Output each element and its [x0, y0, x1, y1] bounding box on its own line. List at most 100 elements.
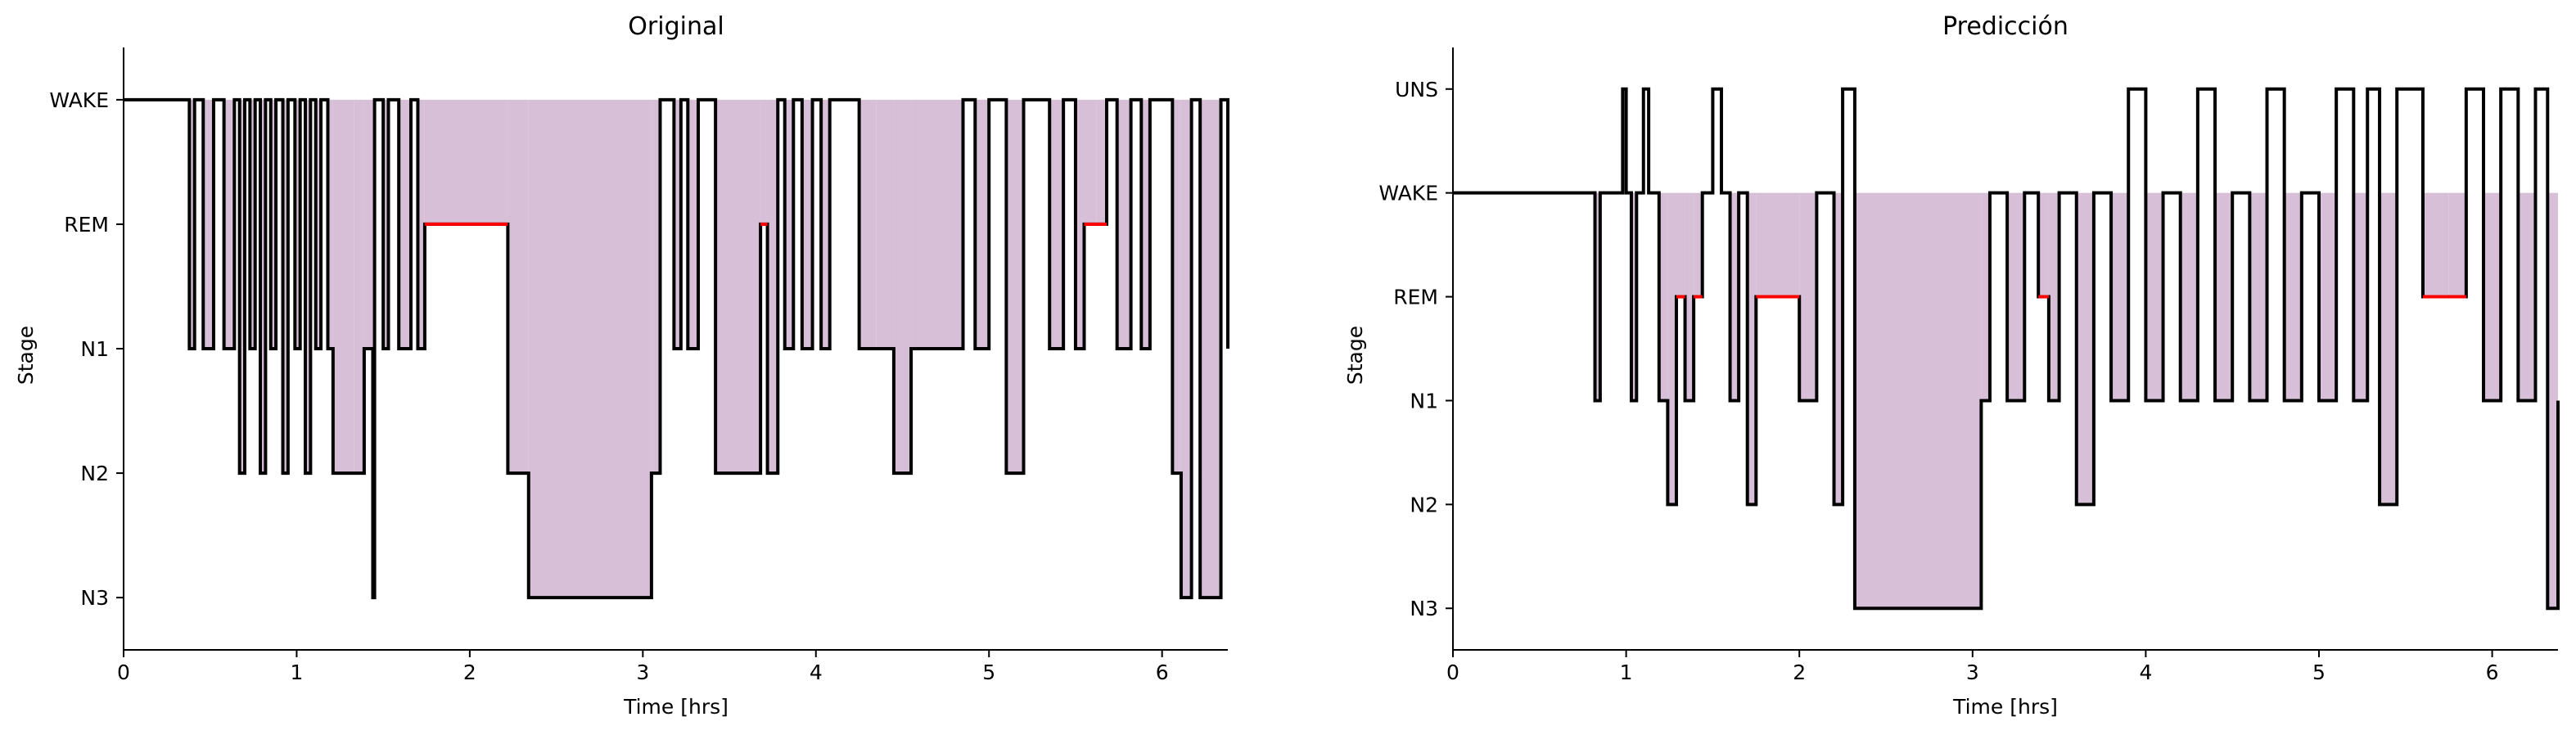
wake-fill-segment — [2448, 192, 2466, 297]
chart-title: Original — [628, 12, 724, 41]
wake-fill-segment — [270, 99, 277, 349]
y-tick-label: REM — [1393, 286, 1438, 309]
wake-fill-segment — [2048, 192, 2059, 401]
wake-fill-segment — [203, 99, 214, 349]
wake-fill-segment — [876, 99, 894, 349]
wake-fill-segment — [1799, 192, 1817, 401]
wake-fill-segment — [975, 99, 990, 349]
wake-fill-segment — [1049, 99, 1064, 349]
wake-fill-segment — [1084, 99, 1097, 224]
wake-fill-segment — [2111, 192, 2129, 401]
x-tick-label: 2 — [463, 661, 476, 684]
wake-fill-segment — [1658, 192, 1668, 401]
wake-fill-segment — [223, 99, 235, 349]
y-tick-label: UNS — [1395, 78, 1438, 101]
hypnogram-step-line — [124, 97, 1229, 600]
wake-fill-segment — [2547, 192, 2558, 609]
wake-fill-segment — [315, 99, 322, 349]
x-tick-label: 4 — [2139, 661, 2152, 684]
wake-fill-segment — [2353, 192, 2368, 401]
x-tick-label: 2 — [1793, 661, 1806, 684]
x-axis-label: Time [hrs] — [1952, 695, 2058, 719]
wake-fill-segment — [1981, 192, 1990, 401]
wake-fill-segment — [715, 99, 761, 474]
wake-fill-segment — [859, 99, 877, 349]
wake-fill-segment — [1200, 99, 1221, 598]
wake-fill-segment — [1747, 192, 1757, 505]
y-tick-label: N1 — [1410, 389, 1438, 413]
y-tick-label: N2 — [80, 462, 109, 485]
wake-fill-segment — [674, 99, 681, 349]
panel-prediccion: Predicción Time [hrs] Stage 0 1 2 3 4 5 6 N3 N2 N… — [1343, 12, 2560, 719]
wake-fill-segment — [1685, 192, 1694, 401]
wake-fill-segment — [2422, 192, 2449, 297]
x-tick-label: 0 — [117, 661, 130, 684]
wake-fill-segment — [295, 99, 300, 349]
wake-fill-segment — [2038, 192, 2049, 297]
wake-fill-segment — [363, 99, 373, 349]
wake-fill-segment — [2284, 192, 2302, 401]
y-tick-label: N2 — [1410, 493, 1438, 516]
wake-fill-segment — [1172, 99, 1181, 474]
axes: 0 1 2 3 4 5 6 N3 N2 N1 REM WAKE — [49, 47, 1228, 684]
wake-fill-segment — [1756, 192, 1800, 297]
x-tick-label: 6 — [2486, 661, 2499, 684]
wake-fill-segment — [1631, 192, 1637, 401]
y-tick-label: WAKE — [49, 88, 109, 112]
wake-fill-segment — [327, 99, 333, 349]
wake-fill-segment — [417, 99, 425, 349]
wake-fill-segment — [2318, 192, 2337, 401]
wake-fill-segment — [893, 99, 912, 474]
y-tick-label: N3 — [1410, 597, 1438, 620]
wake-fill-segment — [1730, 192, 1739, 401]
x-tick-label: 6 — [1156, 661, 1169, 684]
wake-fill-segment — [1117, 99, 1131, 349]
wake-fill-segment — [332, 99, 354, 474]
wake-fill-segment — [1834, 192, 1843, 505]
wake-fill-segment — [1694, 192, 1703, 297]
wake-fill-segment — [2076, 192, 2094, 505]
wake-fill-segment — [1180, 99, 1192, 598]
y-tick-label: N1 — [80, 337, 109, 361]
wake-fill-segment — [2484, 192, 2502, 401]
hypnogram-line — [124, 97, 1229, 600]
wake-fill-segment — [821, 99, 830, 349]
wake-fill-segment — [250, 99, 255, 349]
y-tick-label: WAKE — [1378, 182, 1438, 205]
wake-fill-segment — [1667, 192, 1676, 505]
wake-fill-segment — [2180, 192, 2198, 401]
wake-fill-segment — [2007, 192, 2025, 401]
panel-original: Original Time [hrs] Stage 0 1 2 3 4 5 6 N3 N2 N1 R… — [14, 12, 1229, 719]
chart-title: Predicción — [1942, 12, 2068, 41]
wake-fill-segment — [767, 99, 778, 474]
wake-fill-segment — [651, 99, 661, 474]
wake-fill-segment — [1854, 192, 1982, 609]
wake-fill-segment — [1096, 99, 1107, 224]
wake-fill-segment — [688, 99, 698, 349]
wake-fill-segment — [2380, 192, 2398, 505]
x-tick-label: 3 — [636, 661, 649, 684]
wake-fill — [189, 99, 1221, 598]
wake-fill-segment — [1595, 192, 1600, 401]
wake-fill-segment — [2249, 192, 2267, 401]
wake-fill-segment — [354, 99, 364, 474]
wake-fill-segment — [528, 99, 652, 598]
x-tick-label: 5 — [2312, 661, 2326, 684]
x-axis-label: Time [hrs] — [623, 695, 729, 719]
wake-fill-segment — [305, 99, 311, 474]
wake-fill-segment — [911, 99, 963, 349]
wake-fill-segment — [2145, 192, 2163, 401]
x-tick-label: 4 — [810, 661, 823, 684]
x-tick-label: 1 — [1620, 661, 1633, 684]
wake-fill-segment — [801, 99, 813, 349]
wake-fill — [1595, 192, 2558, 609]
x-tick-label: 3 — [1966, 661, 1979, 684]
wake-fill-segment — [424, 99, 508, 224]
wake-fill-segment — [282, 99, 288, 474]
x-tick-label: 0 — [1446, 661, 1459, 684]
y-tick-label: N3 — [80, 586, 109, 610]
y-axis-label: Stage — [14, 326, 38, 385]
wake-fill-segment — [239, 99, 246, 474]
wake-fill-segment — [1141, 99, 1150, 349]
